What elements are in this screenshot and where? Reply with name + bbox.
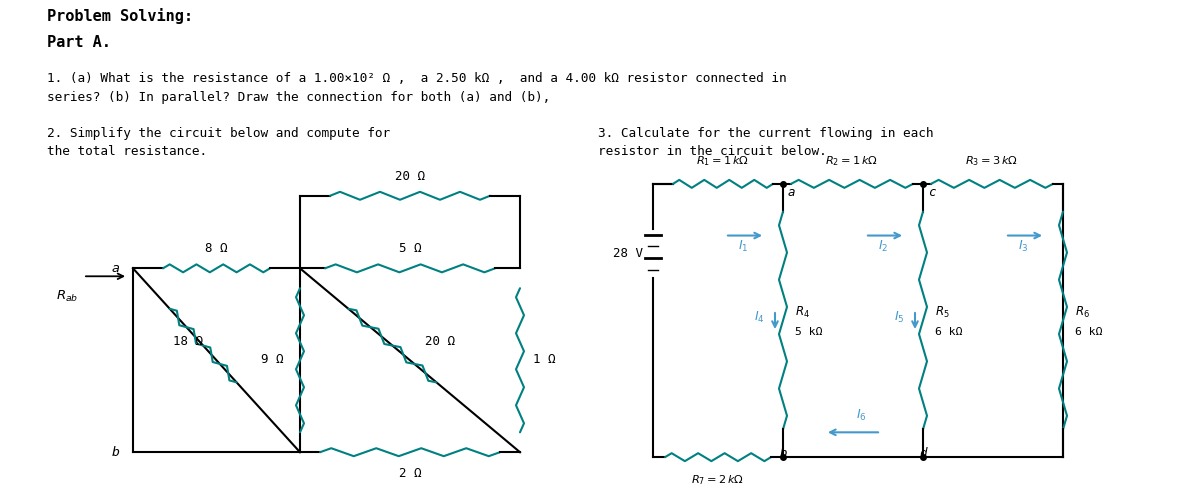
Text: $I_2$: $I_2$ — [878, 239, 888, 253]
Text: the total resistance.: the total resistance. — [47, 145, 208, 158]
Text: b: b — [779, 447, 787, 460]
Text: $R_6$: $R_6$ — [1075, 304, 1090, 319]
Text: 9 Ω: 9 Ω — [260, 353, 283, 366]
Text: 3. Calculate for the current flowing in each: 3. Calculate for the current flowing in … — [598, 127, 934, 140]
Text: $I_1$: $I_1$ — [738, 239, 749, 253]
Text: $R_3 = 3\,k\Omega$: $R_3 = 3\,k\Omega$ — [966, 154, 1019, 168]
Text: $R_5$: $R_5$ — [935, 304, 949, 319]
Text: 1 Ω: 1 Ω — [533, 353, 556, 366]
Text: $R_4$: $R_4$ — [796, 304, 810, 319]
Text: 6 kΩ: 6 kΩ — [1075, 327, 1103, 337]
Text: 28 V: 28 V — [613, 247, 643, 260]
Text: $I_3$: $I_3$ — [1018, 239, 1028, 253]
Text: 2 Ω: 2 Ω — [398, 467, 421, 480]
Text: 5 kΩ: 5 kΩ — [796, 327, 822, 337]
Text: 18 Ω: 18 Ω — [173, 335, 203, 348]
Text: resistor in the circuit below.: resistor in the circuit below. — [598, 145, 827, 158]
Text: Part A.: Part A. — [47, 35, 110, 50]
Text: b: b — [112, 446, 120, 459]
Text: 5 Ω: 5 Ω — [398, 243, 421, 255]
Text: $R_2 = 1\,k\Omega$: $R_2 = 1\,k\Omega$ — [826, 154, 878, 168]
Text: d: d — [919, 447, 926, 460]
Text: 20 Ω: 20 Ω — [425, 335, 455, 348]
Text: $I_6$: $I_6$ — [856, 408, 866, 423]
Text: $I_4$: $I_4$ — [755, 310, 766, 325]
Text: 1. (a) What is the resistance of a 1.00×10² Ω ,  a 2.50 kΩ ,  and a 4.00 kΩ resi: 1. (a) What is the resistance of a 1.00×… — [47, 72, 787, 85]
Text: a: a — [112, 262, 120, 275]
Text: $I_5$: $I_5$ — [894, 310, 905, 325]
Text: $R_{ab}$: $R_{ab}$ — [55, 289, 78, 304]
Text: 20 Ω: 20 Ω — [395, 170, 425, 183]
Text: a: a — [788, 186, 796, 199]
Text: 2. Simplify the circuit below and compute for: 2. Simplify the circuit below and comput… — [47, 127, 390, 140]
Text: Problem Solving:: Problem Solving: — [47, 8, 193, 24]
Text: series? (b) In parallel? Draw the connection for both (a) and (b),: series? (b) In parallel? Draw the connec… — [47, 92, 551, 104]
Text: $R_1 = 1\,k\Omega$: $R_1 = 1\,k\Omega$ — [696, 154, 750, 168]
Text: 8 Ω: 8 Ω — [205, 243, 227, 255]
Text: c: c — [928, 186, 936, 199]
Text: $R_7 = 2\,k\Omega$: $R_7 = 2\,k\Omega$ — [691, 473, 744, 487]
Text: 6 kΩ: 6 kΩ — [935, 327, 962, 337]
